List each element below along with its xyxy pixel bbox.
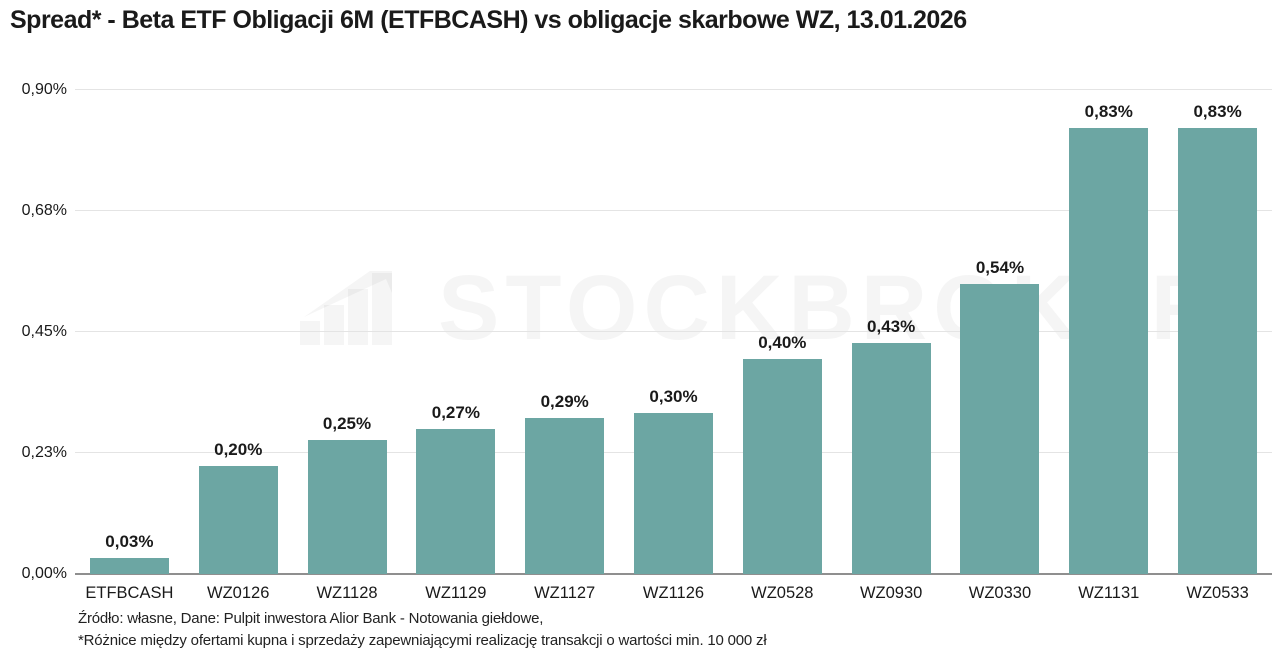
footer: Źródło: własne, Dane: Pulpit inwestora A… (78, 608, 767, 652)
bar (742, 358, 822, 574)
bar (89, 557, 169, 574)
x-tick-label: WZ1127 (534, 584, 596, 602)
bar (1178, 127, 1258, 574)
footer-source-line: Źródło: własne, Dane: Pulpit inwestora A… (78, 610, 544, 627)
x-tick-label: ETFBCASH (85, 584, 174, 602)
bar (1069, 127, 1149, 574)
y-tick-label: 0,45% (21, 323, 67, 340)
plot-area: 0,03% 0,20% 0,25% 0,27% 0,29% 0,30% 0,40% 0,43%… (75, 89, 1272, 575)
bar (960, 283, 1040, 574)
bar-value-label: 0,20% (214, 440, 263, 460)
x-tick-label: WZ0528 (751, 584, 814, 602)
y-tick-label: 0,90% (21, 81, 67, 98)
bar-group: 0,29% (525, 90, 605, 574)
bar-value-label: 0,27% (431, 402, 480, 422)
bar-value-label: 0,83% (1084, 101, 1133, 121)
bar-value-label: 0,03% (105, 531, 154, 551)
x-tick-label: WZ1131 (1078, 584, 1140, 602)
bar-group: 0,83% (1178, 90, 1258, 574)
bar-value-label: 0,83% (1193, 101, 1242, 121)
bar (525, 418, 605, 574)
bar (416, 428, 496, 574)
bar-group: 0,40% (742, 90, 822, 574)
bar-group: 0,30% (634, 90, 713, 574)
x-axis-line (75, 573, 1272, 575)
bar-group: 0,03% (89, 90, 169, 574)
gridline (75, 331, 1272, 332)
bar-group: 0,54% (960, 90, 1040, 574)
x-tick-label: WZ0533 (1186, 584, 1249, 602)
bar-value-label: 0,30% (649, 386, 698, 406)
x-tick-label: WZ1129 (425, 584, 487, 602)
bar (634, 412, 713, 574)
x-tick-label: WZ1126 (642, 584, 705, 602)
bar-value-label: 0,40% (758, 332, 807, 352)
bar-value-label: 0,43% (867, 316, 916, 336)
bar (307, 439, 387, 574)
chart-title: Spread* - Beta ETF Obligacji 6M (ETFBCAS… (10, 6, 967, 34)
bar-value-label: 0,54% (975, 257, 1025, 277)
y-tick-label: 0,68% (21, 202, 67, 219)
x-tick-label: WZ0930 (859, 584, 923, 602)
bar (198, 466, 278, 574)
bar-group: 0,43% (851, 90, 931, 574)
x-tick-label: WZ0126 (207, 584, 270, 602)
bar-group: 0,27% (416, 90, 496, 574)
gridline (75, 89, 1272, 90)
gridline (75, 210, 1272, 211)
bar-group: 0,83% (1069, 90, 1149, 574)
y-tick-label: 0,23% (21, 444, 67, 461)
bar (851, 342, 931, 574)
bar-value-label: 0,25% (322, 413, 372, 433)
x-tick-label: WZ1128 (316, 584, 378, 602)
bar-group: 0,25% (307, 90, 387, 574)
bar-value-label: 0,29% (540, 392, 589, 412)
footer-footnote-line: *Różnice między ofertami kupna i sprzeda… (78, 632, 767, 649)
x-tick-label: WZ0330 (968, 584, 1032, 602)
y-tick-label: 0,00% (21, 565, 67, 582)
bar-group: 0,20% (198, 90, 278, 574)
